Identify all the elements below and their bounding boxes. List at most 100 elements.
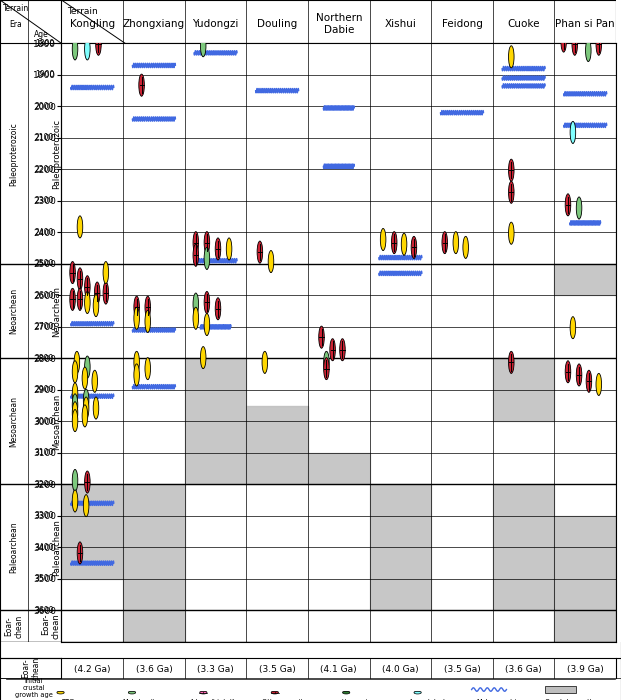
Polygon shape (341, 356, 344, 360)
Polygon shape (135, 369, 138, 373)
Polygon shape (71, 279, 75, 284)
Polygon shape (94, 414, 97, 419)
Ellipse shape (83, 397, 89, 419)
Polygon shape (140, 92, 143, 96)
Text: 1900: 1900 (35, 71, 54, 79)
Ellipse shape (463, 237, 468, 258)
Text: Mesoarchean: Mesoarchean (52, 393, 61, 449)
Polygon shape (135, 382, 138, 386)
Ellipse shape (271, 692, 278, 694)
Text: Northern
Dabie: Northern Dabie (315, 13, 362, 35)
Polygon shape (454, 249, 458, 253)
Text: 2000: 2000 (35, 102, 54, 111)
Polygon shape (146, 375, 150, 379)
Polygon shape (86, 489, 89, 493)
Polygon shape (566, 211, 569, 216)
Text: orthogneiss: orthogneiss (336, 699, 375, 700)
Ellipse shape (70, 288, 75, 310)
Text: 2600: 2600 (35, 291, 54, 300)
Polygon shape (510, 64, 513, 68)
Text: 2800: 2800 (35, 354, 54, 363)
Ellipse shape (72, 360, 78, 383)
Polygon shape (78, 234, 81, 238)
Ellipse shape (93, 295, 99, 316)
Polygon shape (83, 385, 86, 389)
Ellipse shape (596, 373, 602, 395)
Ellipse shape (572, 33, 578, 55)
Ellipse shape (74, 351, 79, 373)
Text: 3100: 3100 (35, 449, 54, 457)
Polygon shape (443, 249, 446, 253)
Polygon shape (83, 423, 86, 427)
Bar (545, 686, 576, 693)
Polygon shape (258, 259, 261, 263)
Polygon shape (320, 344, 323, 348)
Text: 3300: 3300 (35, 512, 54, 520)
Polygon shape (381, 246, 385, 251)
Polygon shape (343, 692, 350, 694)
Text: Xishui: Xishui (384, 19, 416, 29)
Polygon shape (104, 279, 107, 284)
Bar (308, 453, 369, 484)
Ellipse shape (72, 470, 78, 491)
Polygon shape (73, 379, 77, 383)
Ellipse shape (83, 389, 89, 411)
Ellipse shape (103, 262, 109, 284)
Bar (247, 406, 308, 484)
Polygon shape (94, 312, 97, 316)
Text: Yudongzi: Yudongzi (193, 19, 238, 29)
Ellipse shape (193, 293, 199, 315)
Ellipse shape (92, 370, 97, 392)
Ellipse shape (134, 364, 140, 386)
Text: Douling: Douling (257, 19, 297, 29)
Ellipse shape (401, 233, 407, 256)
Polygon shape (73, 400, 77, 405)
Polygon shape (510, 240, 513, 244)
Text: (3.5 Ga): (3.5 Ga) (443, 665, 481, 673)
Ellipse shape (411, 237, 417, 258)
Polygon shape (135, 325, 138, 329)
Text: Neoarchean: Neoarchean (9, 288, 19, 334)
Text: Paleoarchean: Paleoarchean (9, 522, 19, 573)
Ellipse shape (94, 282, 100, 304)
Ellipse shape (145, 310, 150, 332)
Polygon shape (573, 51, 576, 55)
Polygon shape (597, 51, 601, 55)
Text: (4.0 Ga): (4.0 Ga) (382, 665, 419, 673)
Polygon shape (57, 692, 64, 694)
Polygon shape (510, 369, 513, 373)
Ellipse shape (509, 351, 514, 373)
Text: Terrain: Terrain (3, 4, 29, 13)
Ellipse shape (391, 232, 397, 253)
Ellipse shape (84, 471, 90, 493)
Ellipse shape (565, 360, 571, 383)
Ellipse shape (77, 288, 83, 310)
Polygon shape (202, 364, 205, 369)
Polygon shape (578, 382, 581, 386)
Text: 3500: 3500 (35, 575, 54, 583)
Polygon shape (587, 57, 590, 62)
Polygon shape (73, 412, 77, 416)
Ellipse shape (596, 33, 602, 55)
Polygon shape (571, 139, 574, 144)
Polygon shape (510, 177, 513, 181)
Ellipse shape (200, 692, 207, 694)
Text: (3.6 Ga): (3.6 Ga) (135, 665, 172, 673)
Bar (493, 358, 555, 421)
Polygon shape (194, 249, 197, 253)
Ellipse shape (82, 405, 88, 427)
Text: Paleoarchean: Paleoarchean (52, 519, 61, 576)
Polygon shape (97, 51, 100, 55)
Polygon shape (104, 300, 107, 304)
Ellipse shape (134, 296, 140, 318)
Ellipse shape (103, 282, 109, 304)
Polygon shape (73, 487, 77, 491)
Polygon shape (84, 414, 88, 419)
Polygon shape (414, 692, 421, 694)
Ellipse shape (268, 251, 274, 272)
Polygon shape (216, 316, 220, 320)
Ellipse shape (204, 291, 210, 314)
Ellipse shape (453, 232, 458, 253)
Polygon shape (412, 254, 415, 258)
Ellipse shape (324, 358, 329, 379)
